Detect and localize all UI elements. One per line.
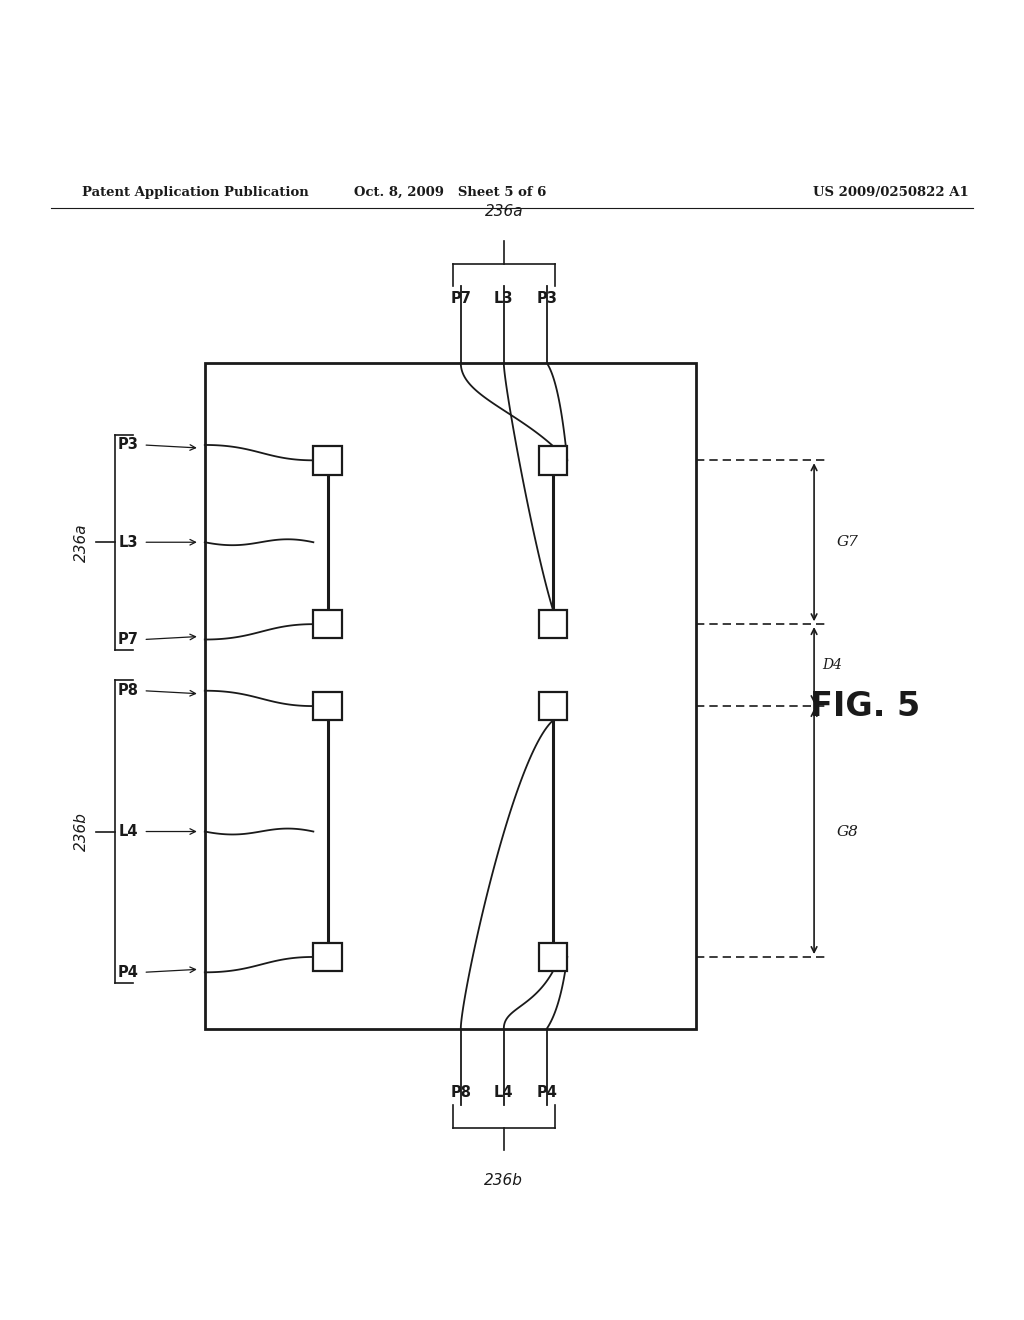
Text: P4: P4 — [537, 1085, 557, 1101]
Text: Oct. 8, 2009   Sheet 5 of 6: Oct. 8, 2009 Sheet 5 of 6 — [354, 186, 547, 198]
Bar — [313, 446, 342, 475]
Text: 236a: 236a — [74, 523, 89, 561]
Bar — [205, 363, 696, 1028]
Text: L3: L3 — [494, 292, 514, 306]
Text: Patent Application Publication: Patent Application Publication — [82, 186, 308, 198]
Bar — [313, 692, 342, 721]
Text: P8: P8 — [451, 1085, 471, 1101]
Text: FIG. 5: FIG. 5 — [810, 689, 921, 722]
Text: P3: P3 — [118, 437, 138, 453]
Bar — [313, 942, 342, 972]
Text: P7: P7 — [451, 292, 471, 306]
Text: US 2009/0250822 A1: US 2009/0250822 A1 — [813, 186, 969, 198]
Bar — [539, 610, 567, 639]
Bar — [313, 610, 342, 639]
Bar — [539, 446, 567, 475]
Text: G7: G7 — [837, 535, 858, 549]
Text: P8: P8 — [117, 684, 138, 698]
Text: 236b: 236b — [484, 1173, 523, 1188]
Text: G8: G8 — [837, 825, 858, 838]
Text: D4: D4 — [822, 659, 843, 672]
Text: L4: L4 — [119, 824, 138, 840]
Text: 236b: 236b — [74, 812, 89, 851]
Text: 236a: 236a — [484, 203, 523, 219]
Text: P3: P3 — [537, 292, 557, 306]
Bar — [539, 942, 567, 972]
Bar — [539, 692, 567, 721]
Text: P7: P7 — [118, 632, 138, 647]
Text: P4: P4 — [118, 965, 138, 979]
Text: L3: L3 — [119, 535, 138, 549]
Text: L4: L4 — [494, 1085, 514, 1101]
